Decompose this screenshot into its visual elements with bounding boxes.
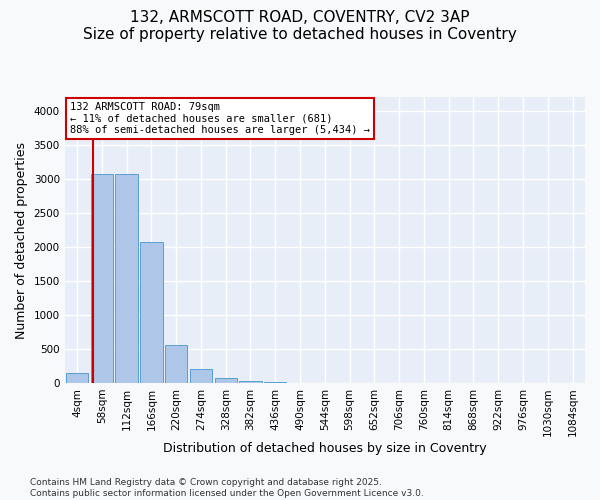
X-axis label: Distribution of detached houses by size in Coventry: Distribution of detached houses by size … (163, 442, 487, 455)
Bar (215, 378, 237, 383)
Bar (190, 370, 212, 383)
Bar (165, 345, 187, 383)
Bar (264, 382, 286, 383)
Text: 132, ARMSCOTT ROAD, COVENTRY, CV2 3AP
Size of property relative to detached hous: 132, ARMSCOTT ROAD, COVENTRY, CV2 3AP Si… (83, 10, 517, 42)
Bar (91, 174, 113, 383)
Text: 132 ARMSCOTT ROAD: 79sqm
← 11% of detached houses are smaller (681)
88% of semi-: 132 ARMSCOTT ROAD: 79sqm ← 11% of detach… (70, 102, 370, 135)
Bar (239, 381, 262, 383)
Text: Contains HM Land Registry data © Crown copyright and database right 2025.
Contai: Contains HM Land Registry data © Crown c… (30, 478, 424, 498)
Y-axis label: Number of detached properties: Number of detached properties (15, 142, 28, 338)
Bar (140, 242, 163, 383)
Bar (115, 174, 138, 383)
Bar (66, 373, 88, 383)
